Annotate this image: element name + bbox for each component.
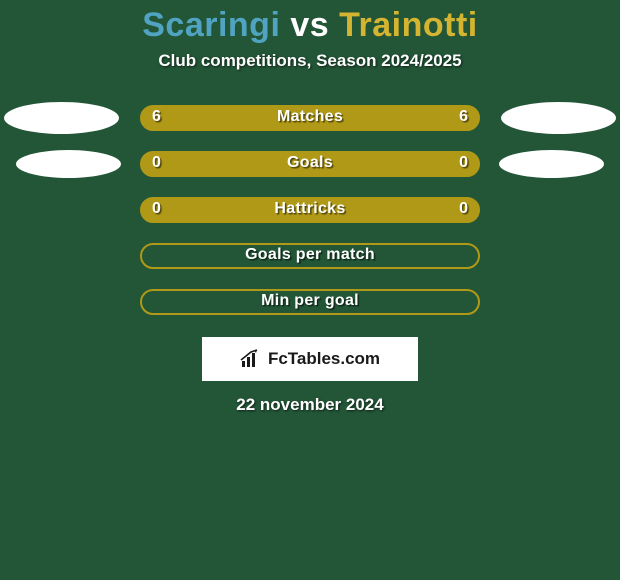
player2-name: Trainotti: [339, 6, 478, 44]
comparison-card: Scaringi vs Trainotti Club competitions,…: [0, 0, 620, 580]
stat-label: Goals: [142, 154, 478, 172]
stat-label: Goals per match: [142, 246, 478, 264]
player1-name: Scaringi: [142, 6, 280, 44]
vs-text: vs: [290, 6, 329, 44]
stat-value-left: 0: [152, 200, 161, 218]
stat-label: Matches: [142, 108, 478, 126]
brand-text: FcTables.com: [268, 349, 380, 369]
chart-icon: [240, 349, 262, 369]
stat-value-left: 0: [152, 154, 161, 172]
stat-row: Goals per match: [0, 243, 620, 289]
stat-row: Matches6 6: [0, 105, 620, 151]
page-title: Scaringi vs Trainotti: [0, 0, 620, 45]
stat-label: Hattricks: [142, 200, 478, 218]
stat-bar: Hattricks0 0: [140, 197, 480, 223]
subtitle: Club competitions, Season 2024/2025: [0, 51, 620, 71]
stat-bar: Goals0 0: [140, 151, 480, 177]
stat-row: Min per goal: [0, 289, 620, 335]
brand-box: FcTables.com: [202, 337, 418, 381]
stat-bar: Matches6 6: [140, 105, 480, 131]
stat-label: Min per goal: [142, 292, 478, 310]
stat-bar: Min per goal: [140, 289, 480, 315]
stat-value-right: 0: [459, 200, 468, 218]
ellipse-marker-right: [499, 150, 604, 178]
date-text: 22 november 2024: [0, 395, 620, 415]
ellipse-marker-right: [501, 102, 616, 134]
stat-value-left: 6: [152, 108, 161, 126]
stat-rows: Matches66Goals00Hattricks00Goals per mat…: [0, 105, 620, 335]
ellipse-marker-left: [16, 150, 121, 178]
stat-row: Goals0 0: [0, 151, 620, 197]
ellipse-marker-left: [4, 102, 119, 134]
stat-row: Hattricks0 0: [0, 197, 620, 243]
stat-value-right: 6: [459, 108, 468, 126]
stat-value-right: 0: [459, 154, 468, 172]
stat-bar: Goals per match: [140, 243, 480, 269]
